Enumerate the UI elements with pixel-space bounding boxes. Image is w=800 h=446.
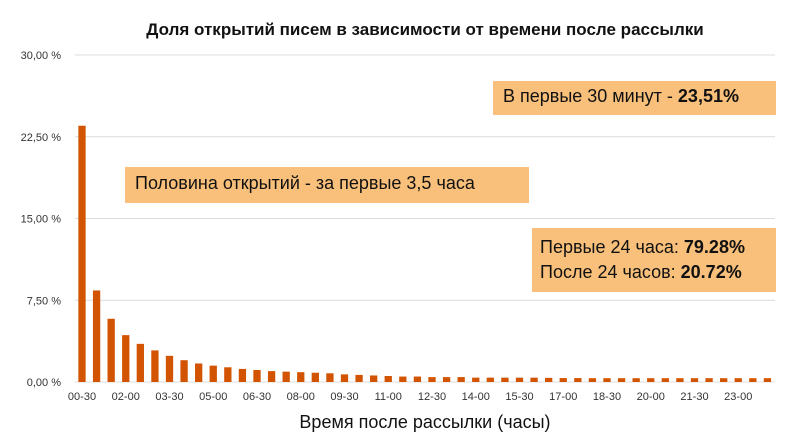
bar-17-30	[574, 378, 582, 382]
bar-20-00	[647, 378, 655, 382]
chart-title: Доля открытий писем в зависимости от вре…	[146, 20, 703, 39]
annotation-after-24-value: 20.72%	[680, 262, 742, 282]
bar-12-30	[428, 377, 436, 382]
bar-24-00	[763, 378, 772, 382]
x-axis-label: Время после рассылки (часы)	[299, 412, 550, 432]
bar-18-00	[588, 378, 597, 382]
y-tick-label: 15,00 %	[21, 214, 62, 226]
x-tick-label: 08-00	[287, 391, 315, 403]
annotation-after-24-text: После 24 часов:	[540, 262, 681, 282]
bar-20-30	[661, 378, 669, 382]
bar-02-30	[136, 343, 144, 382]
x-tick-label: 21-30	[680, 391, 708, 403]
x-tick-label: 11-00	[375, 391, 402, 403]
x-tick-label: 20-00	[637, 391, 665, 403]
annotation-24-hours: Первые 24 часа: 79.28% После 24 часов: 2…	[532, 228, 776, 292]
x-tick-label: 06-30	[243, 391, 271, 403]
bar-07-30	[282, 371, 290, 382]
annotation-half-text: Половина открытий - за первые 3,5 часа	[135, 173, 475, 193]
x-tick-label: 17-00	[549, 391, 577, 403]
bar-19-00	[617, 378, 626, 382]
bar-11-30	[399, 376, 407, 382]
x-tick-label: 14-00	[462, 391, 490, 403]
y-tick-label: 0,00 %	[27, 377, 61, 389]
bar-23-30	[749, 378, 757, 382]
bar-09-30	[340, 374, 349, 382]
bar-14-30	[486, 377, 494, 382]
bar-21-00	[676, 378, 684, 382]
x-tick-label: 09-30	[330, 391, 358, 403]
bar-13-30	[457, 377, 465, 382]
bar-19-30	[632, 378, 640, 382]
x-tick-label: 03-30	[155, 391, 183, 403]
x-tick-label: 12-30	[418, 391, 446, 403]
bar-07-00	[267, 371, 276, 382]
bar-15-30	[515, 377, 524, 382]
bar-08-00	[297, 372, 305, 382]
x-tick-label: 02-00	[112, 391, 140, 403]
bar-08-30	[311, 372, 319, 382]
y-axis-ticks: 0,00 % 7,50 % 15,00 % 22,50 % 30,00 %	[21, 50, 62, 389]
bar-00-30	[78, 125, 86, 382]
bar-17-00	[559, 378, 567, 382]
bar-22-30	[720, 378, 728, 382]
bar-15-00	[501, 377, 509, 382]
grid-lines	[75, 54, 775, 383]
bars	[78, 125, 772, 382]
bar-23-00	[734, 378, 742, 382]
x-tick-label: 15-30	[505, 391, 533, 403]
x-axis-ticks: 00-30 02-00 03-30 05-00 06-30 08-00 09-30 11-00…	[68, 391, 752, 403]
bar-01-00	[92, 290, 101, 382]
bar-05-30	[224, 367, 232, 382]
bar-01-30	[107, 318, 115, 382]
bar-16-00	[530, 377, 538, 382]
annotation-first-30-value: 23,51%	[677, 86, 739, 106]
bar-14-00	[472, 377, 480, 382]
bar-09-00	[326, 373, 334, 382]
annotation-first-30-text: В первые 30 минут -	[503, 86, 678, 106]
annotation-first-24-value: 79.28%	[683, 237, 745, 257]
bar-04-30	[195, 363, 203, 382]
bar-04-00	[180, 360, 188, 382]
bar-16-30	[545, 377, 553, 382]
x-tick-label: 05-00	[199, 391, 227, 403]
annotation-first-24-text: Первые 24 часа:	[540, 237, 684, 257]
bar-18-30	[603, 378, 611, 382]
bar-10-00	[355, 374, 363, 382]
bar-12-00	[413, 376, 422, 382]
y-tick-label: 30,00 %	[21, 50, 62, 62]
bar-06-00	[238, 368, 247, 382]
bar-03-00	[151, 350, 159, 382]
bar-03-30	[165, 355, 174, 382]
bar-21-30	[690, 378, 699, 382]
annotation-first-30-minutes: В первые 30 минут - 23,51%	[493, 81, 776, 115]
bar-02-00	[122, 335, 130, 382]
x-tick-label: 00-30	[68, 391, 96, 403]
x-tick-label: 18-30	[593, 391, 621, 403]
bar-06-30	[253, 370, 261, 382]
x-tick-label: 23-00	[724, 391, 752, 403]
y-tick-label: 22,50 %	[21, 132, 62, 144]
bar-22-00	[705, 378, 713, 382]
y-tick-label: 7,50 %	[27, 295, 61, 307]
annotation-half-opens: Половина открытий - за первые 3,5 часа	[125, 167, 529, 203]
bar-05-00	[209, 365, 217, 382]
bar-10-30	[370, 375, 378, 382]
bar-11-00	[384, 376, 392, 382]
bar-13-00	[442, 377, 451, 382]
